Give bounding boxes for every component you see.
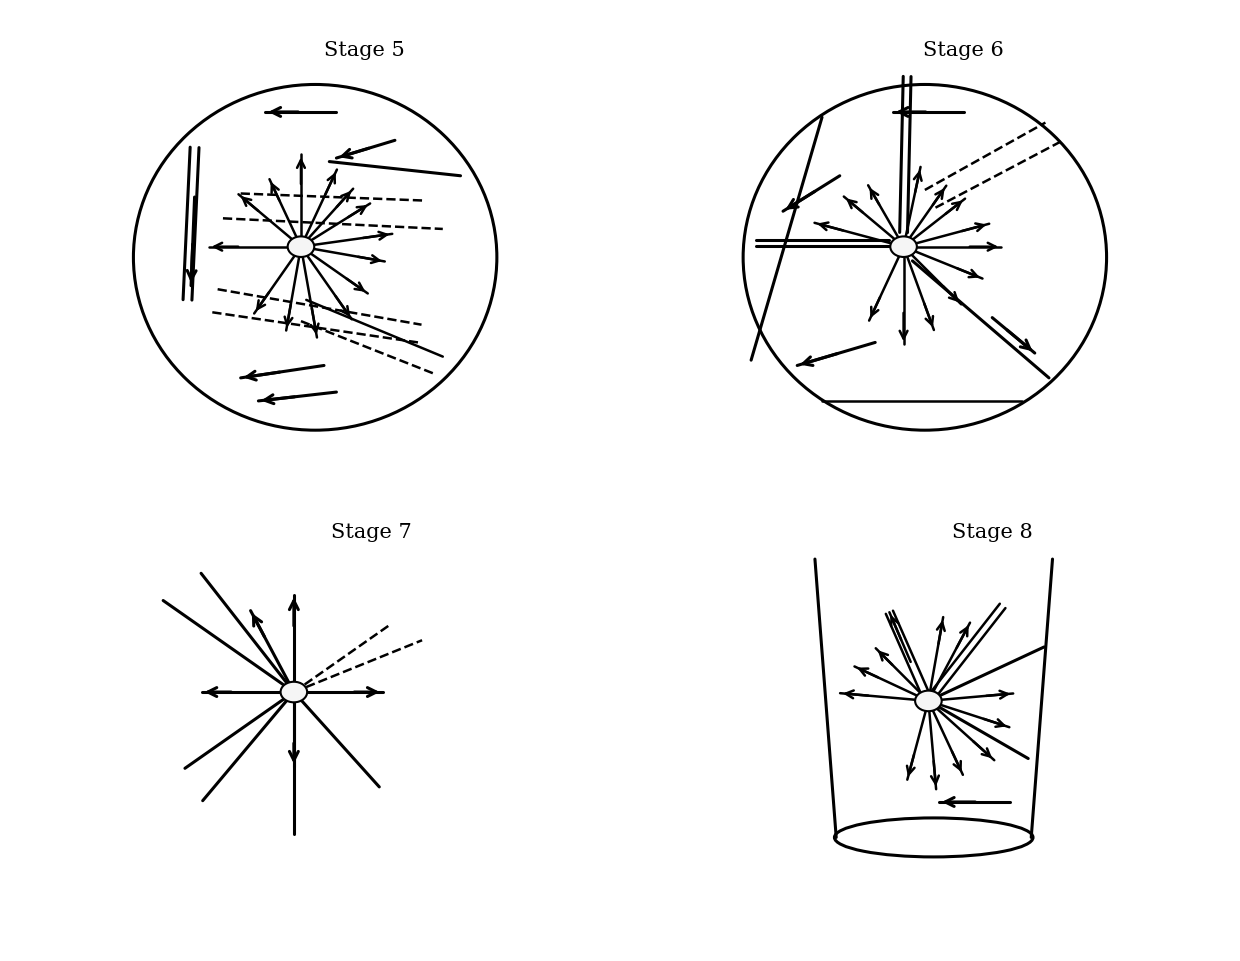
Text: Stage 5: Stage 5: [325, 40, 405, 60]
Text: Stage 6: Stage 6: [924, 40, 1004, 60]
Ellipse shape: [280, 682, 308, 702]
Ellipse shape: [890, 237, 916, 258]
Text: Stage 7: Stage 7: [331, 523, 412, 542]
Ellipse shape: [134, 86, 497, 431]
Ellipse shape: [288, 237, 314, 258]
Ellipse shape: [835, 818, 1033, 857]
Ellipse shape: [743, 86, 1106, 431]
Text: Stage 8: Stage 8: [952, 523, 1033, 542]
Ellipse shape: [915, 691, 941, 711]
